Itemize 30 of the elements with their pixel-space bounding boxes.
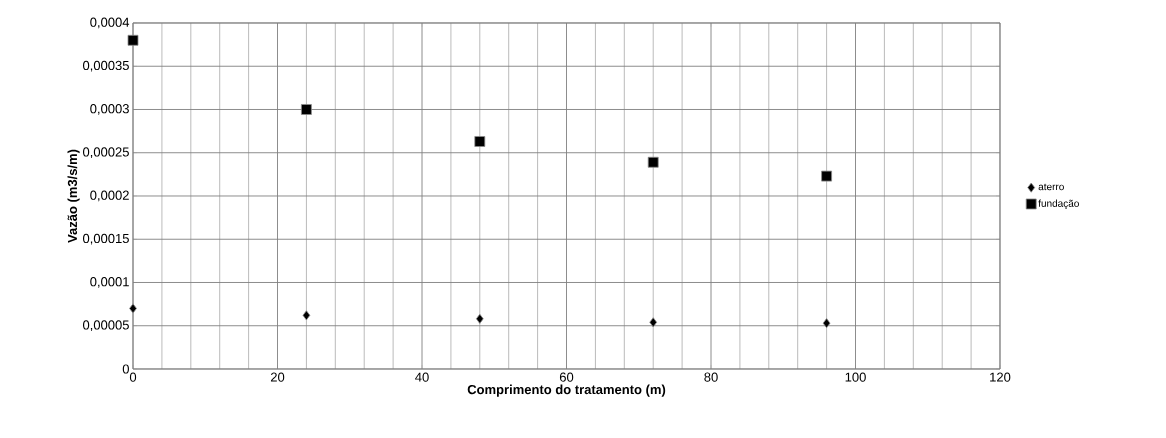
x-tick-label: 40: [415, 372, 429, 382]
y-tick-label: 0,00025: [82, 147, 129, 159]
point: [475, 313, 484, 324]
point: [129, 303, 137, 314]
point: [474, 136, 486, 147]
point: [301, 104, 312, 115]
x-tick-label: 120: [990, 372, 1011, 382]
point: [302, 310, 311, 321]
point: [647, 156, 659, 168]
x-tick-label: 0: [129, 372, 137, 382]
y-axis-title: Vazão (m3/s/m): [67, 149, 80, 243]
point: [649, 317, 658, 328]
point: [821, 170, 833, 182]
y-tick-label: 0,0004: [90, 17, 130, 29]
y-tick-label: 0,00005: [82, 320, 129, 332]
y-tick-label: 0,0002: [90, 190, 129, 202]
x-tick-label: 60: [559, 372, 574, 382]
x-tick-label: 100: [845, 372, 866, 382]
y-tick-label: 0,0001: [90, 277, 129, 288]
x-tick-label: 20: [270, 372, 285, 382]
y-tick-label: 0,0003: [90, 104, 129, 115]
y-tick-label: 0,00015: [82, 233, 129, 245]
y-tick-label: 0: [122, 364, 129, 374]
y-tick-label: 0,00035: [82, 60, 129, 72]
x-tick-label: 80: [704, 372, 718, 382]
legend-label: fundação: [1038, 199, 1079, 209]
point: [127, 34, 139, 46]
legend-label: aterro: [1038, 183, 1064, 191]
x-axis-title: Comprimento do tratamento (m): [467, 384, 666, 397]
point: [822, 318, 831, 329]
